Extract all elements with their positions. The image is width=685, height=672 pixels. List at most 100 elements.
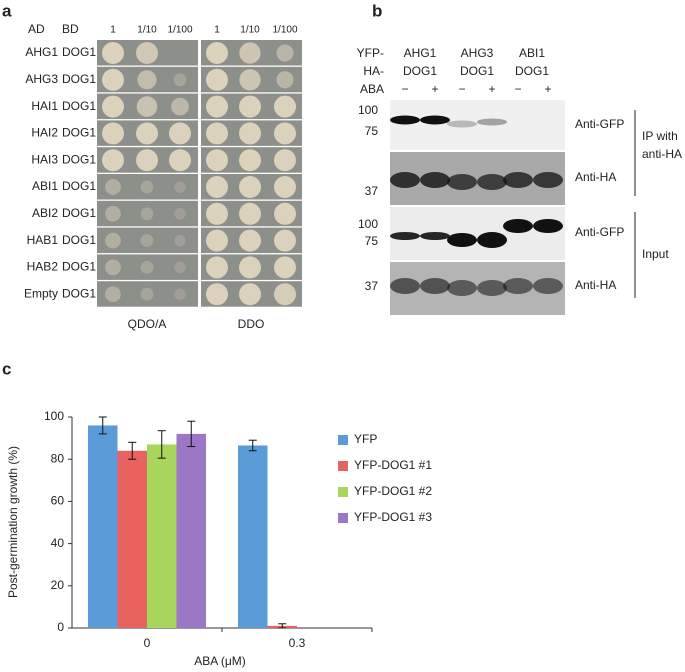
bd-label: DOG1 bbox=[62, 179, 96, 193]
yeast-spot bbox=[239, 42, 261, 64]
yeast-spot bbox=[274, 122, 296, 145]
blot-band bbox=[390, 115, 420, 125]
yeast-spot bbox=[105, 259, 121, 276]
yeast-spot bbox=[206, 149, 228, 172]
yeast-spot bbox=[140, 260, 154, 274]
yeast-spot bbox=[239, 202, 261, 225]
plate-strip bbox=[97, 254, 198, 280]
y-tick-label: 0 bbox=[57, 620, 64, 634]
marker-label: 37 bbox=[365, 279, 379, 293]
ad-label: HAI2 bbox=[31, 126, 58, 140]
yeast-spot bbox=[239, 69, 261, 91]
yeast-spot bbox=[140, 180, 154, 194]
yeast-spot bbox=[174, 181, 186, 193]
bd-label: DOG1 bbox=[62, 286, 96, 300]
yeast-spot bbox=[136, 122, 158, 145]
blot-band bbox=[533, 278, 563, 294]
yeast-spot bbox=[206, 229, 228, 252]
error-bar bbox=[278, 623, 287, 629]
legend-swatch bbox=[338, 435, 348, 445]
row-label: YFP- bbox=[357, 46, 384, 60]
bd-label: DOG1 bbox=[62, 126, 96, 140]
yeast-spot bbox=[239, 149, 261, 172]
blot-strip bbox=[390, 100, 565, 150]
blot-band bbox=[477, 118, 507, 126]
dilution-label: 1/100 bbox=[167, 25, 192, 36]
yeast-spot bbox=[206, 256, 228, 279]
dilution-label: 1 bbox=[110, 25, 116, 36]
legend-swatch bbox=[338, 513, 348, 523]
yeast-spot bbox=[239, 256, 261, 279]
blot-band bbox=[390, 232, 420, 240]
ad-label: HAI1 bbox=[31, 99, 58, 113]
ad-label: AHG1 bbox=[25, 45, 58, 59]
aba-label: + bbox=[431, 82, 438, 96]
bar bbox=[88, 425, 118, 628]
group-label: DOG1 bbox=[403, 64, 437, 78]
yeast-spot bbox=[105, 286, 121, 303]
bd-label: DOG1 bbox=[62, 260, 96, 274]
ad-header: AD bbox=[28, 22, 45, 36]
yeast-spot bbox=[206, 95, 228, 118]
blot-band bbox=[477, 280, 507, 296]
error-bar bbox=[98, 416, 107, 435]
blot-band bbox=[447, 233, 477, 247]
yeast-spot bbox=[206, 176, 228, 198]
bar bbox=[147, 444, 177, 628]
plate-strip bbox=[97, 281, 198, 307]
blot-band bbox=[420, 115, 450, 125]
aba-label: − bbox=[458, 82, 465, 96]
yeast-spot bbox=[102, 95, 124, 118]
yeast-spot bbox=[274, 176, 296, 198]
bd-label: DOG1 bbox=[62, 99, 96, 113]
bd-label: DOG1 bbox=[62, 45, 96, 59]
panel-label: a bbox=[2, 1, 12, 20]
ad-label: HAB1 bbox=[27, 233, 59, 247]
marker-label: 75 bbox=[365, 124, 379, 138]
yeast-spot bbox=[206, 202, 228, 225]
bar bbox=[176, 433, 206, 628]
yeast-spot bbox=[274, 283, 296, 306]
marker-label: 100 bbox=[358, 103, 378, 117]
yeast-spot bbox=[171, 97, 189, 116]
yeast-spot bbox=[102, 122, 124, 145]
yeast-spot bbox=[206, 42, 228, 64]
yeast-spot bbox=[174, 288, 186, 300]
ad-label: AHG3 bbox=[25, 72, 58, 86]
y-tick-label: 100 bbox=[44, 409, 64, 423]
group-label: AHG1 bbox=[404, 46, 437, 60]
blot-band bbox=[390, 278, 420, 294]
yeast-spot bbox=[174, 234, 186, 247]
legend-label: YFP bbox=[354, 432, 377, 446]
dilution-label: 1 bbox=[214, 25, 220, 36]
input-label: Input bbox=[642, 247, 669, 261]
yeast-spot bbox=[140, 287, 154, 301]
yeast-spot bbox=[276, 71, 294, 89]
plate-strip bbox=[97, 200, 198, 227]
y-tick-label: 40 bbox=[51, 536, 65, 550]
blot-band bbox=[503, 219, 533, 233]
bd-label: DOG1 bbox=[62, 233, 96, 247]
aba-label: − bbox=[514, 82, 521, 96]
medium-label: DDO bbox=[238, 317, 265, 331]
yeast-spot bbox=[206, 283, 228, 306]
bd-label: DOG1 bbox=[62, 206, 96, 220]
blot-band bbox=[390, 172, 420, 188]
error-bar bbox=[157, 430, 166, 459]
plate-strip bbox=[97, 227, 198, 254]
blot-band bbox=[503, 278, 533, 294]
legend-label: YFP-DOG1 #1 bbox=[354, 458, 432, 472]
group-label: DOG1 bbox=[515, 64, 549, 78]
blot-band bbox=[420, 172, 450, 188]
ad-label: Empty bbox=[24, 286, 58, 300]
aba-label: + bbox=[544, 82, 551, 96]
yeast-spot bbox=[274, 229, 296, 252]
blot-band bbox=[420, 278, 450, 294]
yeast-spot bbox=[102, 68, 124, 91]
bar bbox=[117, 450, 147, 628]
dilution-label: 1/10 bbox=[137, 25, 157, 36]
yeast-spot bbox=[274, 95, 296, 118]
legend-label: YFP-DOG1 #2 bbox=[354, 484, 432, 498]
yeast-spot bbox=[140, 207, 154, 221]
group-label: ABI1 bbox=[519, 46, 545, 60]
